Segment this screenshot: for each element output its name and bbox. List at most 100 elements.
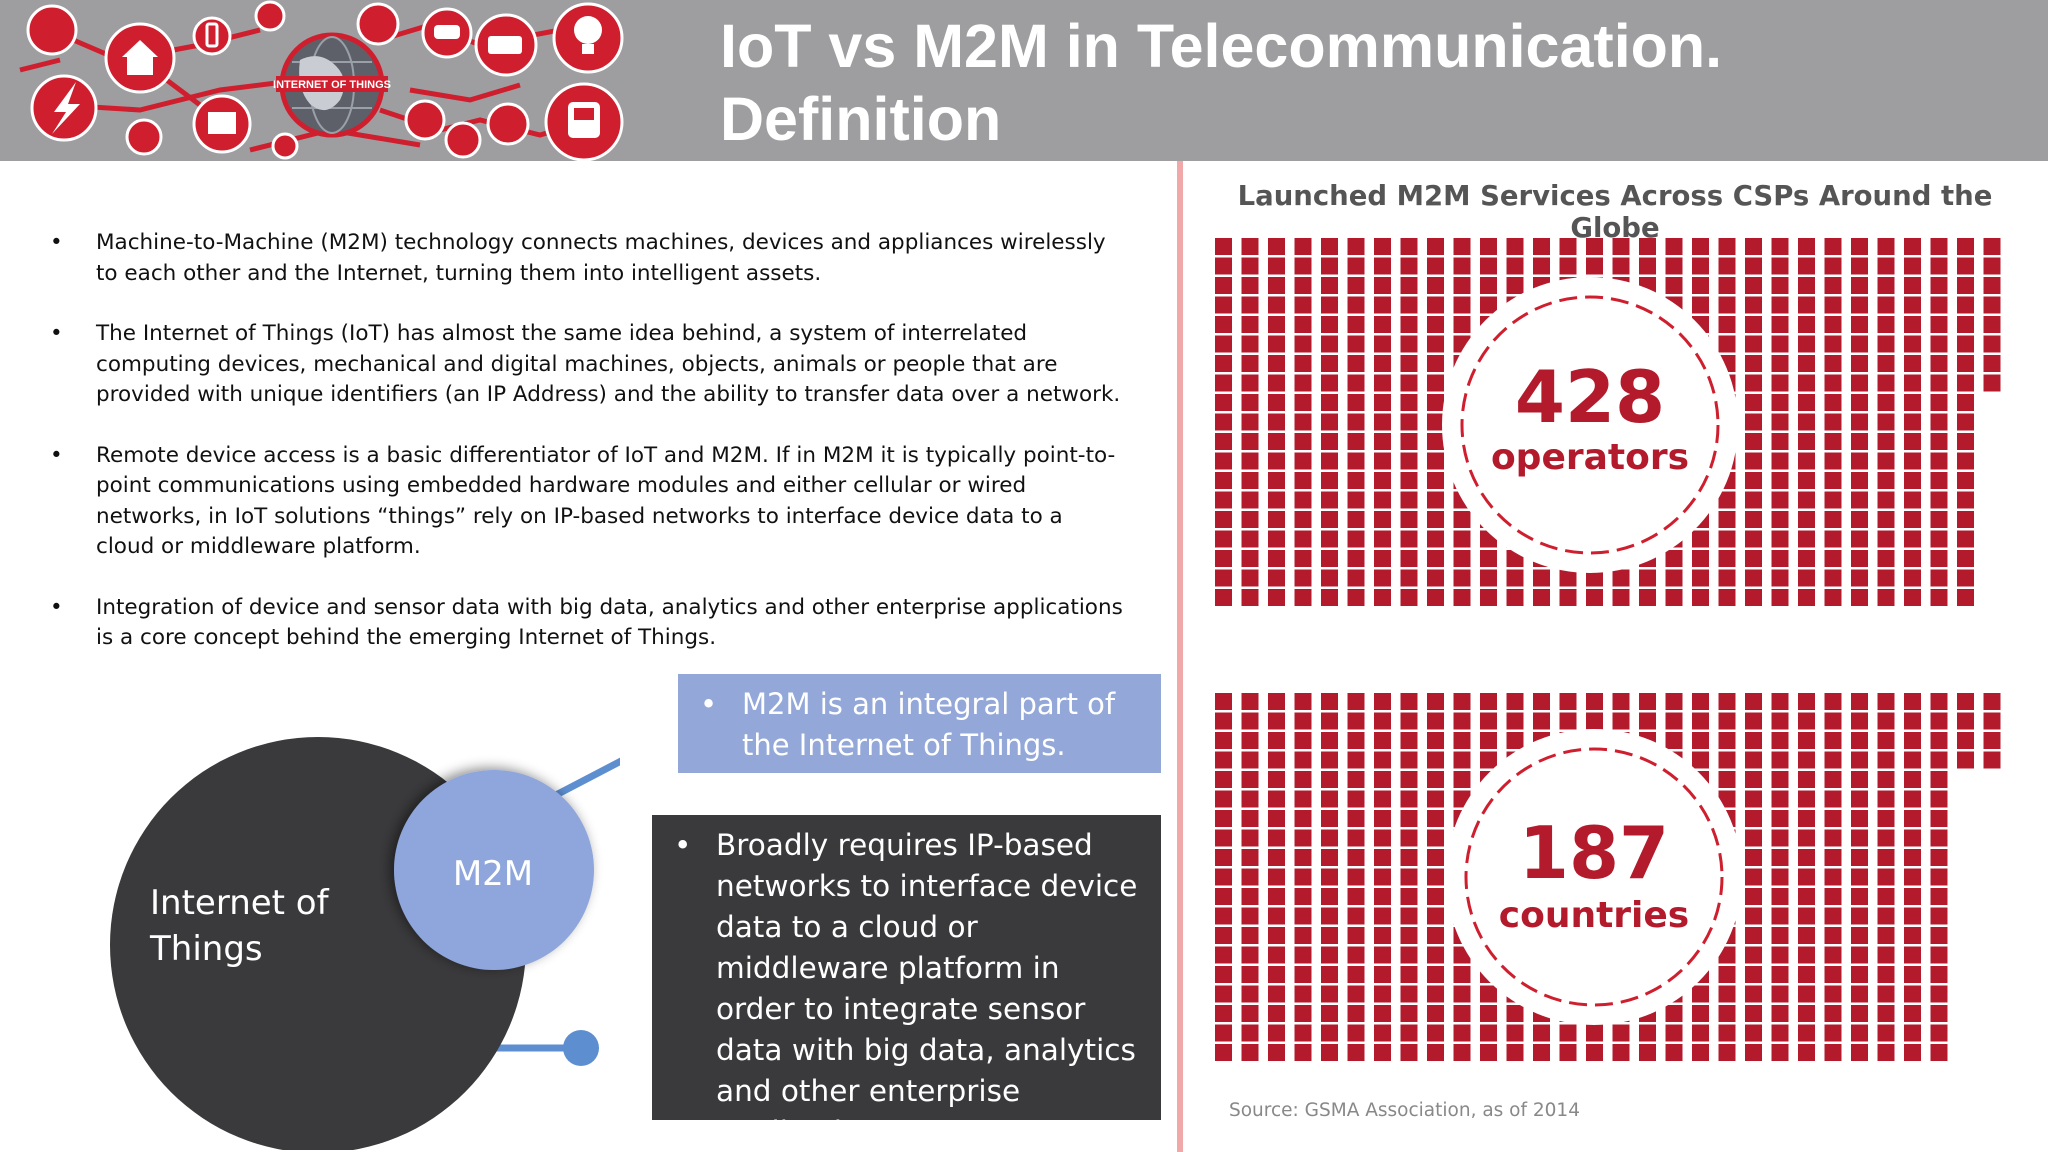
grid-cell <box>1321 511 1338 528</box>
grid-cell <box>1798 316 1815 333</box>
grid-cell <box>1480 257 1497 275</box>
grid-cell <box>1321 888 1338 905</box>
grid-cell <box>1904 1005 1921 1022</box>
grid-cell <box>1824 693 1842 710</box>
grid-cell <box>1506 712 1524 730</box>
grid-cell <box>1241 849 1259 866</box>
grid-cell <box>1374 810 1391 827</box>
grid-cell <box>1824 966 1842 983</box>
grid-cell <box>1294 829 1312 847</box>
grid-cell <box>1798 732 1815 749</box>
grid-cell <box>1798 257 1815 275</box>
grid-cell <box>1374 927 1391 944</box>
grid-cell <box>1930 589 1948 606</box>
grid-cell <box>1983 374 2001 392</box>
grid-cell <box>1480 1005 1497 1022</box>
connector-dot-bottom <box>563 1030 599 1066</box>
grid-cell <box>1374 472 1391 489</box>
grid-cell <box>1745 966 1762 983</box>
grid-cell <box>1692 985 1709 1003</box>
grid-cell <box>1851 712 1868 730</box>
grid-cell <box>1347 472 1365 489</box>
grid-cell <box>1745 946 1762 964</box>
grid-cell <box>1374 316 1391 333</box>
grid-cell <box>1268 868 1285 886</box>
grid-cell <box>1453 257 1471 275</box>
grid-cell <box>1745 790 1762 808</box>
grid-cell <box>1930 374 1948 392</box>
grid-cell <box>1347 238 1365 255</box>
grid-cell <box>1957 712 1974 730</box>
grid-cell <box>1215 296 1232 314</box>
grid-cell <box>1745 888 1762 905</box>
grid-cell <box>1957 277 1974 294</box>
grid-cell <box>1983 296 2001 314</box>
grid-cell <box>1745 771 1762 788</box>
grid-cell <box>1400 790 1418 808</box>
grid-cell <box>1798 849 1815 866</box>
grid-cell <box>1427 1044 1444 1061</box>
grid-cell <box>1771 732 1789 749</box>
grid-cell <box>1480 550 1497 567</box>
grid-cell <box>1215 829 1232 847</box>
grid-cell <box>1427 712 1444 730</box>
grid-cell <box>1453 335 1471 353</box>
grid-cell <box>1427 985 1444 1003</box>
grid-cell <box>1745 829 1762 847</box>
grid-cell <box>1241 810 1259 827</box>
grid-cell <box>1798 1024 1815 1042</box>
grid-cell <box>1321 569 1338 587</box>
grid-cell <box>1745 589 1762 606</box>
grid-cell <box>1824 452 1842 470</box>
grid-cell <box>1930 1005 1948 1022</box>
grid-cell <box>1400 693 1418 710</box>
grid-cell <box>1877 927 1895 944</box>
grid-cell <box>1453 946 1471 964</box>
grid-cell <box>1771 1044 1789 1061</box>
grid-cell <box>1321 1024 1338 1042</box>
grid-cell <box>1294 751 1312 769</box>
grid-cell <box>1851 849 1868 866</box>
list-item: • Machine-to-Machine (M2M) technology con… <box>50 230 1106 286</box>
grid-cell <box>1745 296 1762 314</box>
grid-cell <box>1718 316 1736 333</box>
grid-cell <box>1851 374 1868 392</box>
grid-cell <box>1374 1024 1391 1042</box>
grid-cell <box>1904 257 1921 275</box>
grid-cell <box>1374 946 1391 964</box>
grid-cell <box>1400 452 1418 470</box>
grid-cell <box>1771 530 1789 548</box>
grid-cell <box>1506 277 1524 294</box>
grid-cell <box>1930 277 1948 294</box>
grid-cell <box>1692 751 1709 769</box>
grid-cell <box>1824 868 1842 886</box>
grid-cell <box>1877 413 1895 431</box>
grid-cell <box>1347 433 1365 450</box>
grid-cell <box>1771 569 1789 587</box>
grid-cell <box>1294 790 1312 808</box>
grid-cell <box>1745 985 1762 1003</box>
grid-cell <box>1957 511 1974 528</box>
grid-cell <box>1533 277 1550 294</box>
grid-cell <box>1930 810 1948 827</box>
grid-cell <box>1851 238 1868 255</box>
grid-cell <box>1506 589 1524 606</box>
grid-cell <box>1930 433 1948 450</box>
grid-cell <box>1904 433 1921 450</box>
grid-cell <box>1453 238 1471 255</box>
grid-cell <box>1586 257 1603 275</box>
grid-cell <box>1480 277 1497 294</box>
grid-cell <box>1824 1005 1842 1022</box>
grid-cell <box>1798 888 1815 905</box>
grid-cell <box>1904 316 1921 333</box>
grid-cell <box>1798 355 1815 372</box>
grid-cell <box>1798 511 1815 528</box>
cart-icon <box>271 132 299 160</box>
grid-cell <box>1347 751 1365 769</box>
grid-cell <box>1215 413 1232 431</box>
grid-cell <box>1559 1024 1577 1042</box>
grid-cell <box>1453 790 1471 808</box>
grid-cell <box>1533 693 1550 710</box>
grid-cell <box>1877 712 1895 730</box>
grid-cell <box>1268 413 1285 431</box>
